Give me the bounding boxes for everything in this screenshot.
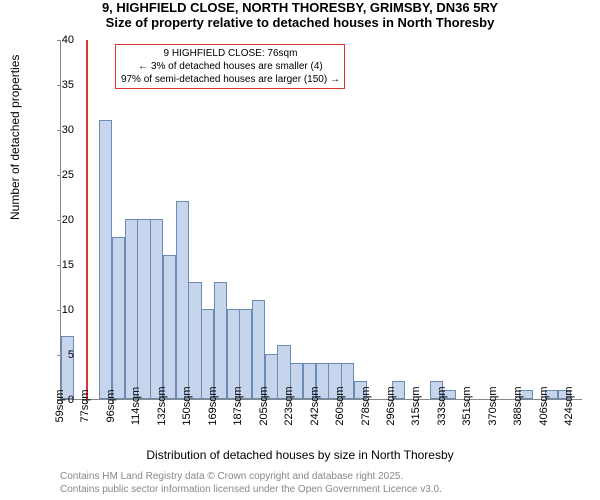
x-tick-label: 315sqm — [410, 386, 422, 425]
y-tick-label: 15 — [62, 259, 74, 271]
property-marker-line — [86, 40, 88, 399]
x-tick-label: 296sqm — [385, 386, 397, 425]
x-tick-label: 406sqm — [538, 386, 550, 425]
property-callout: 9 HIGHFIELD CLOSE: 76sqm ← 3% of detache… — [115, 44, 345, 89]
histogram-bar — [137, 219, 150, 399]
x-tick-label: 169sqm — [207, 386, 219, 425]
chart-plot-area: 9 HIGHFIELD CLOSE: 76sqm ← 3% of detache… — [60, 40, 582, 400]
callout-line-1: 9 HIGHFIELD CLOSE: 76sqm — [120, 47, 340, 60]
x-tick-label: 150sqm — [181, 386, 193, 425]
y-tick-label: 20 — [62, 214, 74, 226]
x-tick-label: 370sqm — [487, 386, 499, 425]
callout-line-2: ← 3% of detached houses are smaller (4) — [120, 60, 340, 73]
x-tick-label: 260sqm — [334, 386, 346, 425]
x-tick-label: 278sqm — [360, 386, 372, 425]
x-tick-label: 187sqm — [232, 386, 244, 425]
histogram-bar — [214, 282, 227, 399]
x-tick-label: 96sqm — [105, 389, 117, 422]
x-tick-label: 242sqm — [309, 386, 321, 425]
x-tick-label: 77sqm — [79, 389, 91, 422]
y-tick-label: 5 — [68, 349, 74, 361]
x-tick-label: 333sqm — [436, 386, 448, 425]
histogram-bar — [188, 282, 201, 399]
histogram-bar — [150, 219, 163, 399]
histogram-bar — [176, 201, 189, 399]
histogram-bar — [125, 219, 138, 399]
x-tick-label: 205sqm — [258, 386, 270, 425]
x-tick-label: 388sqm — [512, 386, 524, 425]
x-tick-label: 132sqm — [156, 386, 168, 425]
chart-footer: Contains HM Land Registry data © Crown c… — [60, 471, 442, 496]
y-tick-label: 30 — [62, 124, 74, 136]
x-tick-label: 59sqm — [54, 389, 66, 422]
x-axis-label: Distribution of detached houses by size … — [0, 448, 600, 462]
y-tick-label: 40 — [62, 34, 74, 46]
footer-line-2: Contains public sector information licen… — [60, 484, 442, 497]
y-tick-label: 25 — [62, 169, 74, 181]
histogram-bar — [99, 120, 112, 399]
histogram-bar — [112, 237, 125, 399]
callout-line-3: 97% of semi-detached houses are larger (… — [120, 73, 340, 86]
footer-line-1: Contains HM Land Registry data © Crown c… — [60, 471, 442, 484]
chart-title-main: 9, HIGHFIELD CLOSE, NORTH THORESBY, GRIM… — [0, 0, 600, 15]
x-tick-label: 223sqm — [283, 386, 295, 425]
histogram-bar — [252, 300, 265, 399]
y-tick-label: 10 — [62, 304, 74, 316]
chart-title-sub: Size of property relative to detached ho… — [0, 15, 600, 30]
y-tick-label: 0 — [68, 394, 74, 406]
histogram-bar — [163, 255, 176, 399]
y-tick-label: 35 — [62, 79, 74, 91]
y-axis-label: Number of detached properties — [8, 55, 22, 220]
x-tick-label: 114sqm — [130, 387, 142, 425]
x-tick-label: 351sqm — [461, 386, 473, 425]
x-tick-label: 424sqm — [563, 386, 575, 425]
